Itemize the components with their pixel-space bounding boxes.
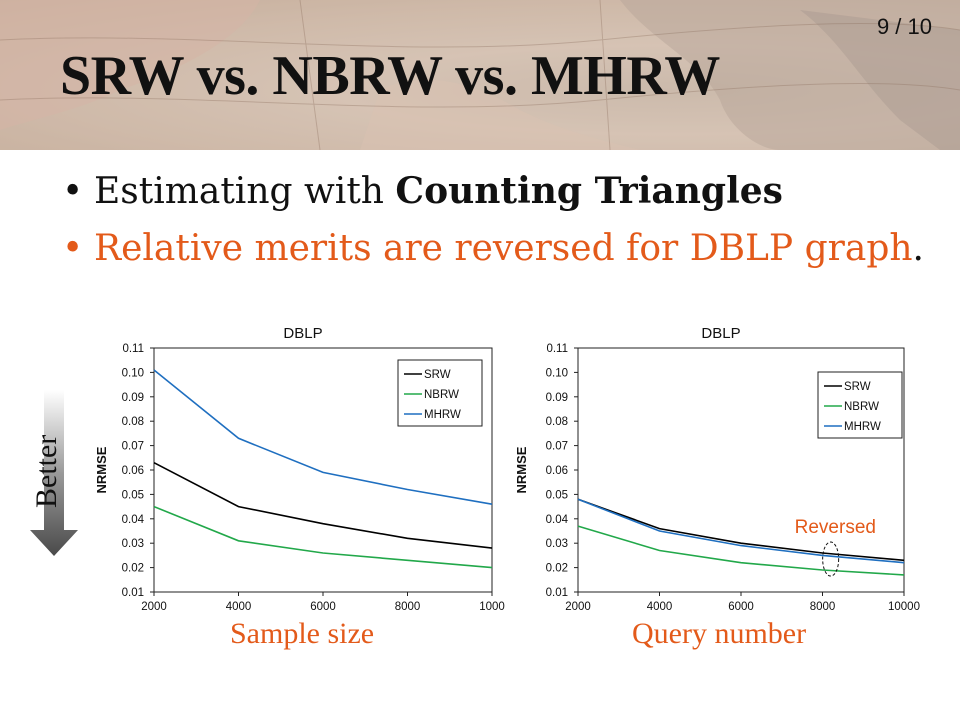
legend-box — [397, 359, 483, 427]
bullet-text: Estimating with — [94, 171, 396, 212]
bullet-list: • Estimating with Counting Triangles • Rel… — [62, 162, 924, 278]
y-tick-label: 0.08 — [122, 416, 144, 428]
y-tick-label: 0.07 — [546, 441, 568, 453]
y-tick-label: 0.04 — [546, 514, 569, 526]
y-tick-label: 0.05 — [546, 489, 568, 501]
series-line-nbrw — [153, 505, 493, 569]
y-tick-label: 0.06 — [546, 465, 568, 477]
chart-svg: DBLP 0.01 0.02 0.03 0.04 0.05 0.06 0.07 0.08 0.09… — [514, 325, 920, 613]
bullet-item: • Relative merits are reversed for DBLP g… — [62, 220, 924, 278]
bullet-dot: • — [62, 171, 84, 212]
map-background — [0, 0, 960, 150]
x-axis-caption: Query number — [632, 617, 807, 650]
x-tick-label: 4000 — [226, 601, 252, 613]
down-arrow-icon — [30, 390, 78, 556]
y-tick-label: 0.04 — [122, 514, 145, 526]
y-tick-label: 0.11 — [122, 343, 144, 355]
y-tick-label: 0.05 — [122, 489, 144, 501]
chart-title: DBLP — [701, 325, 740, 342]
y-tick-label: 0.10 — [546, 367, 568, 379]
bullet-period: . — [912, 228, 924, 269]
bullet-item: • Estimating with Counting Triangles — [62, 162, 924, 220]
series-line-nbrw — [577, 525, 905, 576]
bullet-text: Relative merits are reversed for DBLP gr… — [94, 228, 913, 269]
series-line-srw — [577, 498, 905, 562]
y-tick-label: 0.02 — [122, 563, 144, 575]
legend-label: NBRW — [844, 401, 879, 413]
x-tick-label: 10000 — [888, 601, 920, 613]
x-tick-label: 4000 — [647, 601, 673, 613]
x-tick-label: 1000 — [479, 601, 505, 613]
series-line-srw — [153, 461, 493, 549]
x-tick-label: 6000 — [310, 601, 336, 613]
y-tick-label: 0.03 — [122, 538, 144, 550]
reversed-highlight-ellipse — [822, 541, 840, 577]
y-tick-label: 0.01 — [122, 587, 144, 599]
series-line-mhrw — [577, 498, 905, 564]
slide-title: SRW vs. NBRW vs. MHRW — [60, 45, 720, 107]
title-banner: 9 / 10 SRW vs. NBRW vs. MHRW — [0, 0, 960, 150]
bullet-bold-text: Counting Triangles — [395, 170, 783, 212]
chart-svg: DBLP 0.01 0.02 0.03 0.04 0.05 0.06 0.07 0.08 0.09… — [94, 325, 505, 613]
y-tick-label: 0.09 — [122, 392, 144, 404]
series-line-mhrw — [153, 369, 493, 505]
y-tick-label: 0.10 — [122, 367, 144, 379]
chart-sample-size: DBLP 0.01 0.02 0.03 0.04 0.05 0.06 0.07 0.08 0.09… — [92, 318, 512, 623]
x-tick-label: 8000 — [395, 601, 421, 613]
y-tick-label: 0.01 — [546, 587, 568, 599]
x-tick-label: 2000 — [141, 601, 167, 613]
x-tick-label: 6000 — [728, 601, 754, 613]
chart-title: DBLP — [283, 325, 322, 342]
legend-label: NBRW — [424, 389, 459, 401]
y-tick-label: 0.11 — [546, 343, 568, 355]
bullet-dot: • — [62, 228, 84, 269]
legend-label: SRW — [844, 381, 871, 393]
legend-label: MHRW — [844, 421, 881, 433]
legend: SRW NBRW MHRW — [817, 371, 903, 439]
y-tick-label: 0.06 — [122, 465, 144, 477]
legend-label: SRW — [424, 369, 451, 381]
y-tick-label: 0.07 — [122, 441, 144, 453]
y-tick-label: 0.03 — [546, 538, 568, 550]
slide-number: 9 / 10 — [876, 14, 932, 39]
reversed-annotation: Reversed — [795, 517, 876, 538]
legend-box — [817, 371, 903, 439]
y-tick-label: 0.09 — [546, 392, 568, 404]
x-tick-label: 2000 — [565, 601, 591, 613]
y-axis-label: NRMSE — [94, 446, 109, 493]
better-indicator: Better — [16, 390, 86, 560]
legend: SRW NBRW MHRW — [397, 359, 483, 427]
y-axis-label: NRMSE — [514, 446, 529, 493]
legend-label: MHRW — [424, 409, 461, 421]
chart-query-number: DBLP 0.01 0.02 0.03 0.04 0.05 0.06 0.07 0.08 0.09… — [512, 318, 932, 623]
y-tick-label: 0.08 — [546, 416, 568, 428]
y-tick-label: 0.02 — [546, 563, 568, 575]
x-axis-caption: Sample size — [230, 617, 375, 650]
better-label: Better — [30, 434, 63, 508]
x-tick-label: 8000 — [810, 601, 836, 613]
